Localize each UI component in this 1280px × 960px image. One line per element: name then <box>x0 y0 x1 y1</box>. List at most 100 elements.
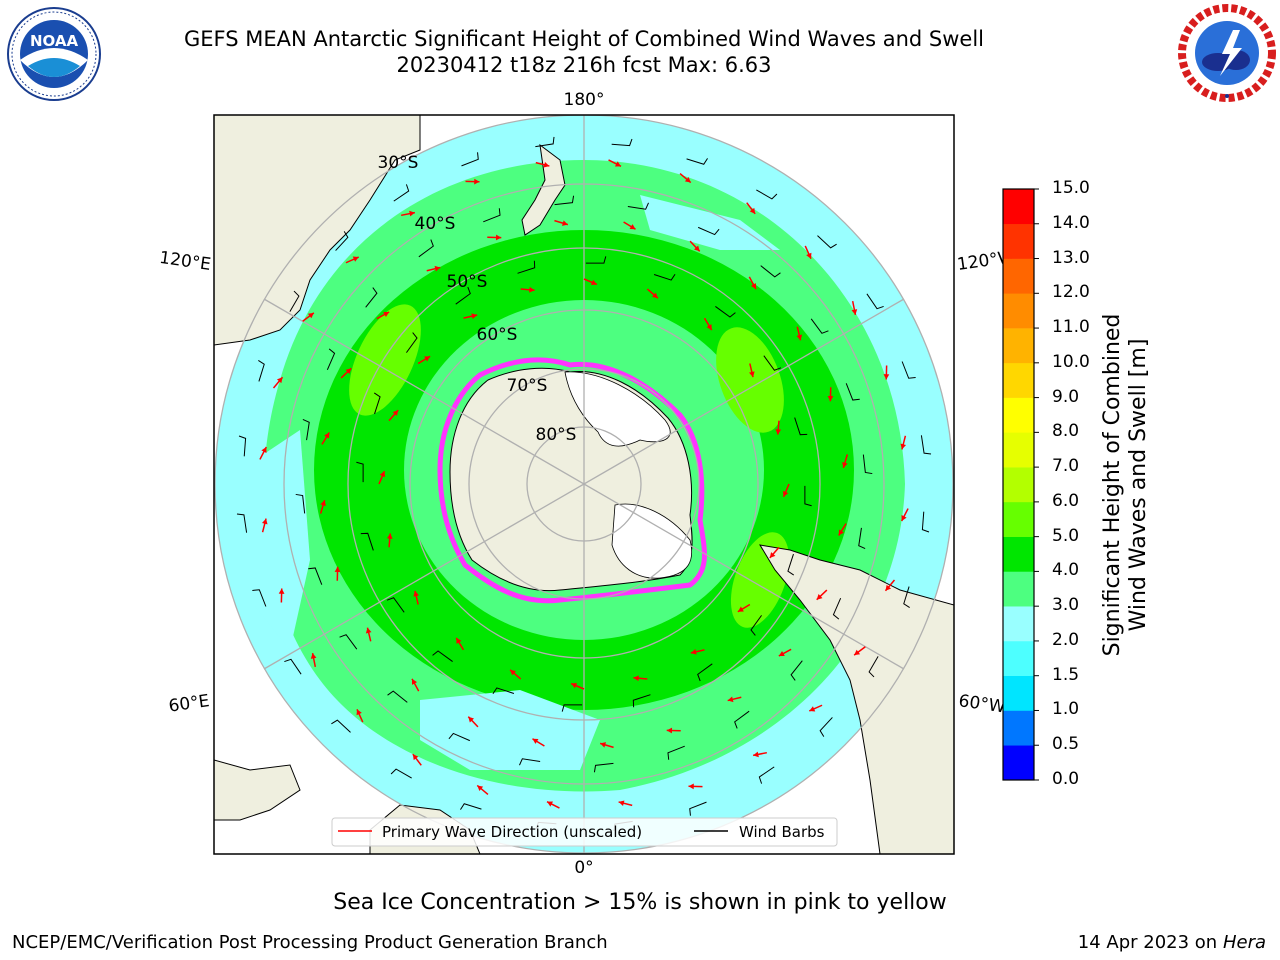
lon-label-60e: 60°E <box>167 691 210 716</box>
colorbar-segment <box>1003 571 1034 607</box>
wind-barb <box>418 239 434 258</box>
colorbar-tick-label: 12.0 <box>1052 282 1090 303</box>
wind-barb <box>519 758 541 766</box>
wave-arrow <box>851 300 858 316</box>
wind-barb <box>460 803 482 810</box>
wind-barb <box>448 732 471 742</box>
wind-barb <box>365 287 378 308</box>
lon-label-60w: 60°W <box>957 691 1006 717</box>
wind-barb <box>331 719 351 733</box>
map-frame <box>213 114 955 855</box>
wave-arrow <box>737 603 751 613</box>
colorbar-segment <box>1003 710 1034 746</box>
wind-barb <box>627 202 649 210</box>
colorbar-tick-label: 2.0 <box>1052 629 1080 650</box>
wind-barb <box>302 419 310 441</box>
wave-arrow <box>599 742 614 749</box>
colorbar-segment <box>1003 328 1034 364</box>
wave-arrow <box>319 499 326 514</box>
wave-arrow <box>463 313 478 319</box>
footer-date: 14 Apr 2023 on Hera <box>1078 932 1266 953</box>
wave-arrow <box>688 783 703 790</box>
colorbar-segment <box>1003 675 1034 711</box>
wind-barb <box>920 435 932 455</box>
colorbar-segment <box>1003 536 1034 572</box>
wave-arrow <box>272 376 284 389</box>
wind-barb <box>817 235 837 249</box>
wind-barb <box>252 589 267 607</box>
wind-barb <box>689 801 707 816</box>
footer-host: Hera <box>1222 932 1266 953</box>
wind-barb <box>455 286 471 305</box>
wind-barb <box>858 527 866 549</box>
wind-barb <box>790 660 803 681</box>
map-subtitle: 20230412 t18z 216h fcst Max: 6.63 <box>396 53 772 77</box>
lat-label-70s: 70°S <box>507 376 548 396</box>
wave-arrow <box>487 234 502 241</box>
wave-arrow <box>365 627 372 642</box>
calm-patch-west <box>240 430 310 650</box>
wind-barb <box>360 532 374 551</box>
colorbar-tick-label: 14.0 <box>1052 212 1090 233</box>
wind-barb <box>387 690 408 703</box>
wave-arrow <box>633 675 648 682</box>
sea-ice-caption: Sea Ice Concentration > 15% is shown in … <box>333 890 947 915</box>
wind-barb <box>335 231 349 251</box>
wind-barb <box>862 454 873 475</box>
wind-barb <box>390 768 412 779</box>
noaa-logo-text: NOAA <box>30 32 79 50</box>
wind-barb <box>632 694 651 708</box>
wind-barb <box>734 710 750 729</box>
wave-arrow <box>608 159 622 168</box>
colorbar-segment <box>1003 640 1034 677</box>
wave-arrow <box>302 312 315 322</box>
legend-barb-label: Wind Barbs <box>739 823 825 841</box>
wind-barb <box>697 663 713 682</box>
colorbar-tick-label: 0.5 <box>1052 734 1080 755</box>
colorbar-segment <box>1003 293 1034 329</box>
wave-arrow <box>583 278 598 286</box>
wind-barb <box>461 152 479 167</box>
wind-barb <box>238 435 247 457</box>
wave-arrow <box>532 738 545 747</box>
wave-arrow <box>388 409 399 422</box>
wave-peak-zone-2 <box>716 327 784 433</box>
wind-barb <box>585 256 607 264</box>
wave-arrow <box>417 355 431 365</box>
wind-barb <box>804 485 812 507</box>
wind-barb <box>715 306 736 318</box>
map-legend: Primary Wave Direction (unscaled) Wind B… <box>331 817 838 847</box>
lon-label-180: 180° <box>564 90 605 110</box>
wind-barb <box>535 136 555 148</box>
wind-barb <box>611 138 633 147</box>
footer-credit: NCEP/EMC/Verification Post Processing Pr… <box>12 932 608 953</box>
colorbar-label-line2: Wind Waves and Swell [m] <box>1126 338 1151 632</box>
wave-arrow <box>618 800 633 807</box>
colorbar-tick-label: 8.0 <box>1052 421 1080 442</box>
wind-barb <box>763 355 782 371</box>
colorbar-tick-label: 9.0 <box>1052 386 1080 407</box>
wave-arrow <box>345 256 360 264</box>
wave-arrow <box>827 387 834 402</box>
lat-label-50s: 50°S <box>447 272 488 292</box>
wind-barb <box>295 493 306 514</box>
wind-barb <box>760 265 781 278</box>
wave-arrow <box>465 178 480 185</box>
colorbar-tick-label: 1.5 <box>1052 664 1080 685</box>
wave-arrow <box>535 161 550 168</box>
wind-barb <box>667 745 685 760</box>
wind-barb <box>289 290 300 312</box>
wind-barb <box>866 293 884 310</box>
wave-arrow <box>413 590 419 605</box>
colorbar-label: Significant Height of Combined Wind Wave… <box>1100 314 1152 657</box>
wave-arrow <box>321 432 330 445</box>
wave-arrow <box>334 566 341 581</box>
wind-barb <box>432 650 453 662</box>
wave-arrow <box>509 669 522 680</box>
colorbar-segment <box>1003 223 1034 259</box>
wave-arrow <box>520 286 535 293</box>
wind-barb <box>554 195 575 206</box>
wave-arrow <box>900 508 909 522</box>
wind-barb <box>492 687 515 695</box>
